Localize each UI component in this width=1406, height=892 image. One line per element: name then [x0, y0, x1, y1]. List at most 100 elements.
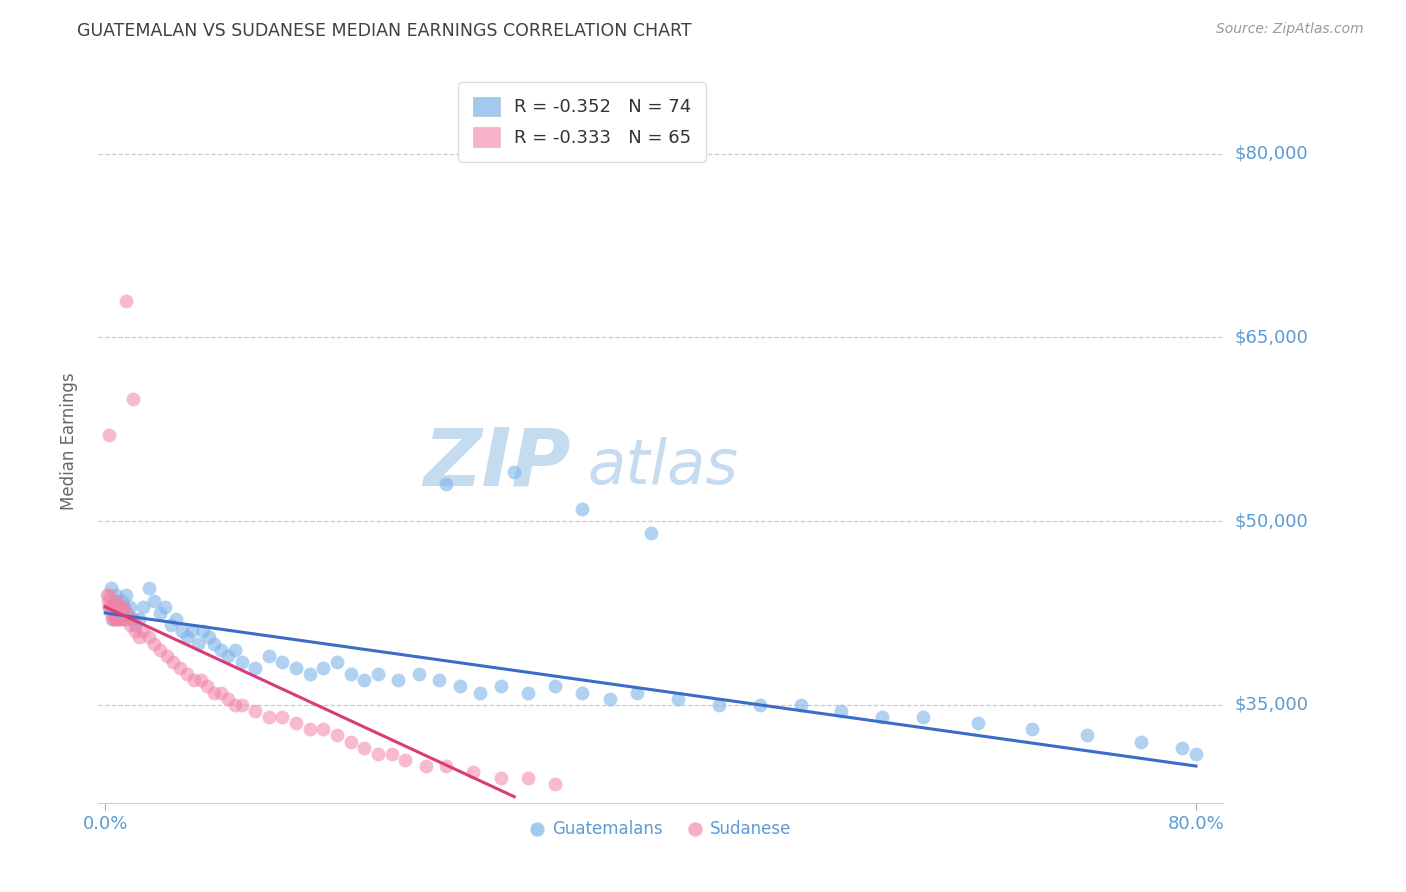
Point — [415, 759, 437, 773]
Point — [108, 612, 131, 626]
Point — [176, 631, 198, 645]
Point — [789, 698, 811, 712]
Point — [114, 606, 136, 620]
Point — [132, 599, 155, 614]
Text: Source: ZipAtlas.com: Source: ZipAtlas.com — [1216, 22, 1364, 37]
Point — [105, 593, 128, 607]
Point — [217, 648, 239, 663]
Point — [165, 612, 187, 626]
Point — [231, 698, 253, 712]
Point — [124, 618, 146, 632]
Point — [1130, 734, 1153, 748]
Point — [190, 673, 212, 688]
Point — [339, 667, 361, 681]
Point — [394, 753, 416, 767]
Point — [100, 599, 122, 614]
Point — [626, 685, 648, 699]
Point — [104, 599, 127, 614]
Point — [121, 612, 143, 626]
Point — [197, 680, 219, 694]
Point — [298, 667, 321, 681]
Point — [138, 631, 160, 645]
Point — [1185, 747, 1208, 761]
Point — [111, 612, 134, 626]
Point — [571, 502, 593, 516]
Point — [298, 723, 321, 737]
Point — [143, 593, 166, 607]
Point — [326, 728, 349, 742]
Point — [463, 765, 485, 780]
Point — [380, 747, 402, 761]
Point — [1021, 723, 1043, 737]
Point — [434, 759, 457, 773]
Point — [516, 685, 538, 699]
Point — [183, 673, 205, 688]
Point — [516, 772, 538, 786]
Point — [111, 599, 134, 614]
Point — [159, 618, 181, 632]
Point — [138, 582, 160, 596]
Text: $65,000: $65,000 — [1234, 328, 1308, 346]
Point — [257, 648, 280, 663]
Point — [107, 612, 129, 626]
Point — [387, 673, 409, 688]
Point — [100, 606, 122, 620]
Point — [100, 582, 122, 596]
Point — [353, 673, 375, 688]
Point — [666, 691, 689, 706]
Point — [966, 716, 988, 731]
Point — [434, 477, 457, 491]
Point — [114, 588, 136, 602]
Text: $35,000: $35,000 — [1234, 696, 1309, 714]
Point — [271, 710, 294, 724]
Point — [115, 606, 138, 620]
Point — [128, 612, 150, 626]
Point — [110, 593, 132, 607]
Point — [224, 698, 246, 712]
Point — [339, 734, 361, 748]
Point — [121, 612, 143, 626]
Text: GUATEMALAN VS SUDANESE MEDIAN EARNINGS CORRELATION CHART: GUATEMALAN VS SUDANESE MEDIAN EARNINGS C… — [77, 22, 692, 40]
Point — [217, 691, 239, 706]
Point — [640, 526, 662, 541]
Point — [489, 680, 512, 694]
Point — [224, 642, 246, 657]
Point — [489, 772, 512, 786]
Point — [104, 612, 127, 626]
Point — [187, 637, 209, 651]
Point — [198, 631, 221, 645]
Point — [449, 680, 471, 694]
Point — [149, 642, 172, 657]
Point — [170, 624, 193, 639]
Point — [98, 588, 121, 602]
Point — [115, 612, 138, 626]
Text: $80,000: $80,000 — [1234, 145, 1308, 162]
Point — [912, 710, 935, 724]
Point — [326, 655, 349, 669]
Point — [599, 691, 621, 706]
Point — [209, 642, 232, 657]
Point — [110, 599, 132, 614]
Point — [98, 428, 121, 442]
Point — [193, 624, 215, 639]
Point — [110, 606, 132, 620]
Point — [503, 465, 526, 479]
Text: $50,000: $50,000 — [1234, 512, 1308, 530]
Point — [202, 685, 225, 699]
Point — [209, 685, 232, 699]
Text: ZIP: ZIP — [423, 425, 571, 502]
Point — [707, 698, 730, 712]
Point — [105, 612, 128, 626]
Point — [427, 673, 450, 688]
Point — [103, 612, 125, 626]
Point — [98, 599, 121, 614]
Point — [872, 710, 894, 724]
Point — [285, 716, 308, 731]
Point — [748, 698, 770, 712]
Point — [121, 392, 143, 406]
Point — [128, 631, 150, 645]
Point — [162, 655, 184, 669]
Point — [107, 606, 129, 620]
Point — [353, 740, 375, 755]
Point — [103, 606, 125, 620]
